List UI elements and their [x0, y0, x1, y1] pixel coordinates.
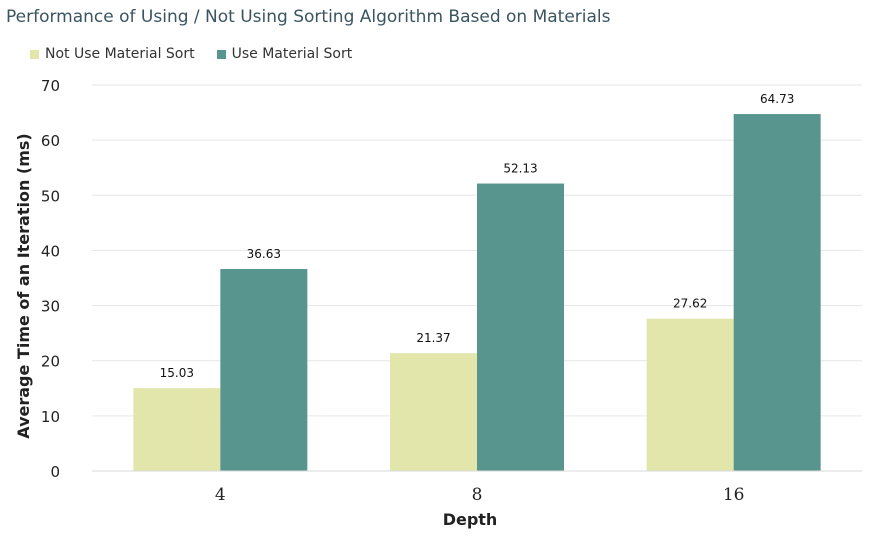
bar — [133, 388, 221, 471]
legend-label-not-use: Not Use Material Sort — [45, 46, 195, 62]
y-tick-label: 60 — [41, 132, 60, 150]
legend-item-use-material-sort: Use Material Sort — [216, 46, 353, 62]
data-label: 64.73 — [760, 92, 794, 106]
data-labels: 15.03 36.63 21.37 52.13 27.62 64.73 — [160, 92, 795, 380]
data-label: 21.37 — [416, 331, 450, 345]
legend-item-not-use-material-sort: Not Use Material Sort — [30, 46, 195, 62]
y-tick-label: 20 — [41, 353, 60, 371]
x-tick-label: 16 — [723, 485, 745, 505]
y-tick-label: 30 — [41, 298, 60, 316]
data-label: 52.13 — [503, 162, 537, 176]
bar — [220, 269, 308, 471]
y-axis-title: Average Time of an Iteration (ms) — [14, 133, 33, 438]
x-axis-title: Depth — [443, 510, 498, 529]
y-tick-label: 40 — [41, 242, 60, 260]
data-label: 36.63 — [247, 247, 281, 261]
y-tick-label: 10 — [41, 408, 60, 426]
y-axis-ticks: 0 10 20 30 40 50 60 70 — [41, 77, 60, 481]
legend-label-use: Use Material Sort — [231, 46, 353, 62]
x-axis-ticks: 4 8 16 — [215, 485, 745, 505]
y-tick-label: 50 — [41, 187, 60, 205]
bar — [733, 114, 821, 471]
y-tick-label: 70 — [41, 77, 60, 95]
y-tick-label: 0 — [50, 463, 60, 481]
bar — [477, 183, 564, 471]
legend-swatch-not-use — [30, 49, 39, 59]
bar — [646, 318, 734, 471]
legend-swatch-use — [216, 49, 226, 59]
x-tick-label: 8 — [472, 485, 483, 505]
data-label: 15.03 — [160, 366, 194, 380]
bar — [390, 353, 477, 471]
legend: Not Use Material Sort Use Material Sort — [30, 46, 374, 62]
data-label: 27.62 — [673, 297, 707, 311]
bars — [133, 114, 821, 471]
chart-title: Performance of Using / Not Using Sorting… — [6, 7, 611, 27]
x-tick-label: 4 — [215, 485, 226, 505]
